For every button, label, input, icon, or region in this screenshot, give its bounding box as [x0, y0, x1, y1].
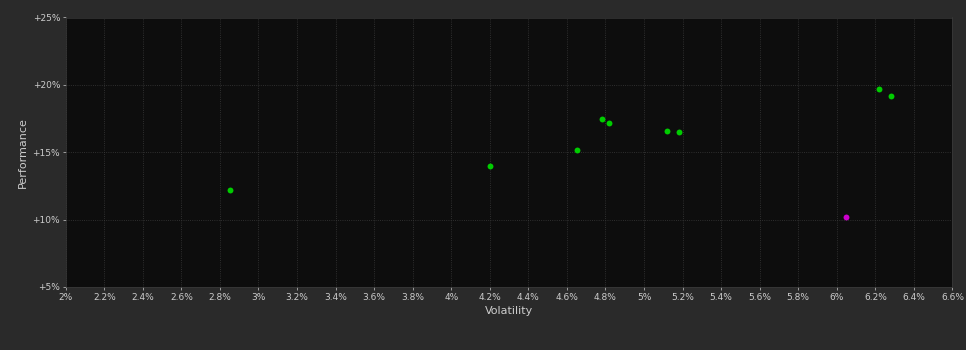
- Point: [883, 93, 898, 98]
- Point: [569, 147, 584, 152]
- Point: [602, 120, 617, 125]
- X-axis label: Volatility: Volatility: [485, 306, 533, 316]
- Point: [838, 214, 854, 220]
- Y-axis label: Performance: Performance: [18, 117, 28, 188]
- Point: [671, 129, 687, 135]
- Point: [871, 86, 887, 92]
- Point: [222, 187, 238, 193]
- Point: [660, 128, 675, 133]
- Point: [594, 116, 610, 121]
- Point: [482, 163, 497, 168]
